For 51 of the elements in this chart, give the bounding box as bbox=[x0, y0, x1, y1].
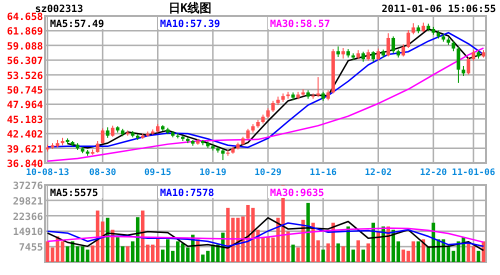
bar bbox=[376, 231, 380, 262]
text: MA30:9635 bbox=[270, 188, 324, 199]
text: MA5:5575 bbox=[50, 188, 98, 199]
line-series bbox=[46, 217, 484, 252]
y-tick-label: 47.964 bbox=[6, 100, 43, 112]
x-tick-label: 10-29 bbox=[254, 168, 282, 178]
x-tick-label: 08-30 bbox=[89, 168, 116, 178]
y-tick-label: 39.621 bbox=[6, 144, 43, 156]
bar bbox=[106, 218, 110, 262]
y-tick-label: 50.745 bbox=[6, 86, 43, 97]
y-tick-label: 37276 bbox=[12, 181, 43, 192]
bar bbox=[361, 250, 365, 262]
bar bbox=[341, 246, 345, 262]
y-tick-label: 22366 bbox=[12, 212, 43, 223]
bar bbox=[422, 239, 426, 262]
x-tick-label: 11-01-06 bbox=[452, 168, 496, 178]
text: MA5:57.49 bbox=[50, 19, 104, 30]
bar bbox=[476, 250, 480, 262]
line-series bbox=[46, 227, 484, 243]
x-tick-label: 12-02 bbox=[364, 168, 392, 178]
bar bbox=[336, 243, 340, 262]
bar bbox=[291, 244, 295, 262]
y-tick-label: 45.183 bbox=[6, 114, 43, 126]
text: MA30:58.57 bbox=[270, 19, 330, 30]
x-tick-label: 11-16 bbox=[310, 168, 337, 178]
x-tick-label: 10-08-13 bbox=[26, 168, 70, 178]
y-tick-label: 36.840 bbox=[6, 159, 43, 170]
y-tick-label: 42.402 bbox=[6, 130, 43, 141]
y-tick-label: 59.088 bbox=[6, 41, 43, 52]
y-tick-label: 56.307 bbox=[6, 56, 43, 68]
x-tick-label: 10-19 bbox=[199, 168, 226, 178]
line-series bbox=[46, 47, 484, 162]
text: MA10:57.39 bbox=[160, 19, 220, 30]
y-tick-label: 61.869 bbox=[6, 26, 43, 38]
bar bbox=[356, 240, 360, 262]
bar bbox=[321, 250, 325, 262]
bar bbox=[306, 202, 310, 262]
y-tick-label: 14910 bbox=[12, 227, 43, 238]
bar bbox=[126, 246, 130, 262]
x-tick-label: 09-15 bbox=[144, 168, 172, 178]
line-series bbox=[46, 222, 484, 248]
chart-title: 日K线图 bbox=[168, 1, 212, 15]
bar bbox=[416, 241, 420, 262]
y-tick-label: 7455 bbox=[18, 242, 43, 254]
y-tick-label: 64.658 bbox=[6, 12, 43, 23]
y-tick-label: 29821 bbox=[12, 196, 43, 208]
bar bbox=[366, 243, 370, 262]
y-tick-label: 53.526 bbox=[6, 70, 43, 82]
text: 2011-01-06 15:06:55 bbox=[382, 4, 496, 15]
text: MA10:7578 bbox=[160, 188, 214, 199]
x-tick-label: 12-20 bbox=[420, 168, 447, 178]
